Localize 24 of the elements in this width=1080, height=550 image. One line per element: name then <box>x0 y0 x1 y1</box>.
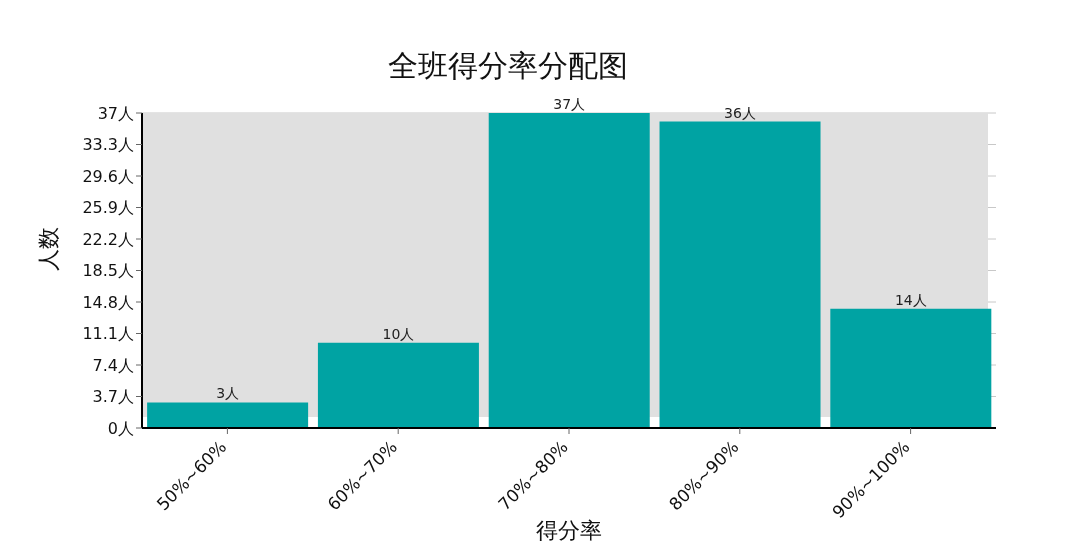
y-tick-label: 0人 <box>107 418 134 438</box>
data-label: 10人 <box>382 325 415 342</box>
y-tick-label: 3.7人 <box>92 387 134 407</box>
bar <box>488 113 650 428</box>
data-label: 3人 <box>216 385 240 402</box>
data-label: 14人 <box>894 291 927 308</box>
y-tick-label: 33.3人 <box>82 135 134 155</box>
y-tick-label: 37人 <box>97 103 134 123</box>
bar <box>659 121 821 428</box>
data-label: 36人 <box>724 104 756 121</box>
bar <box>830 308 992 428</box>
x-axis-title: 得分率 <box>536 518 602 543</box>
y-tick-label: 25.9人 <box>82 198 134 218</box>
y-tick-label: 11.1人 <box>82 324 134 344</box>
bar <box>147 402 309 428</box>
y-axis-title: 人数 <box>35 226 61 271</box>
y-tick-label: 14.8人 <box>82 292 134 312</box>
chart-title: 全班得分率分配图 <box>387 47 629 85</box>
y-tick-label: 7.4人 <box>92 355 134 375</box>
bar <box>317 342 479 428</box>
data-label: 37人 <box>553 96 586 112</box>
y-tick-label: 22.2人 <box>82 229 134 249</box>
y-tick-label: 29.6人 <box>82 166 134 186</box>
y-tick-label: 18.5人 <box>82 261 134 281</box>
